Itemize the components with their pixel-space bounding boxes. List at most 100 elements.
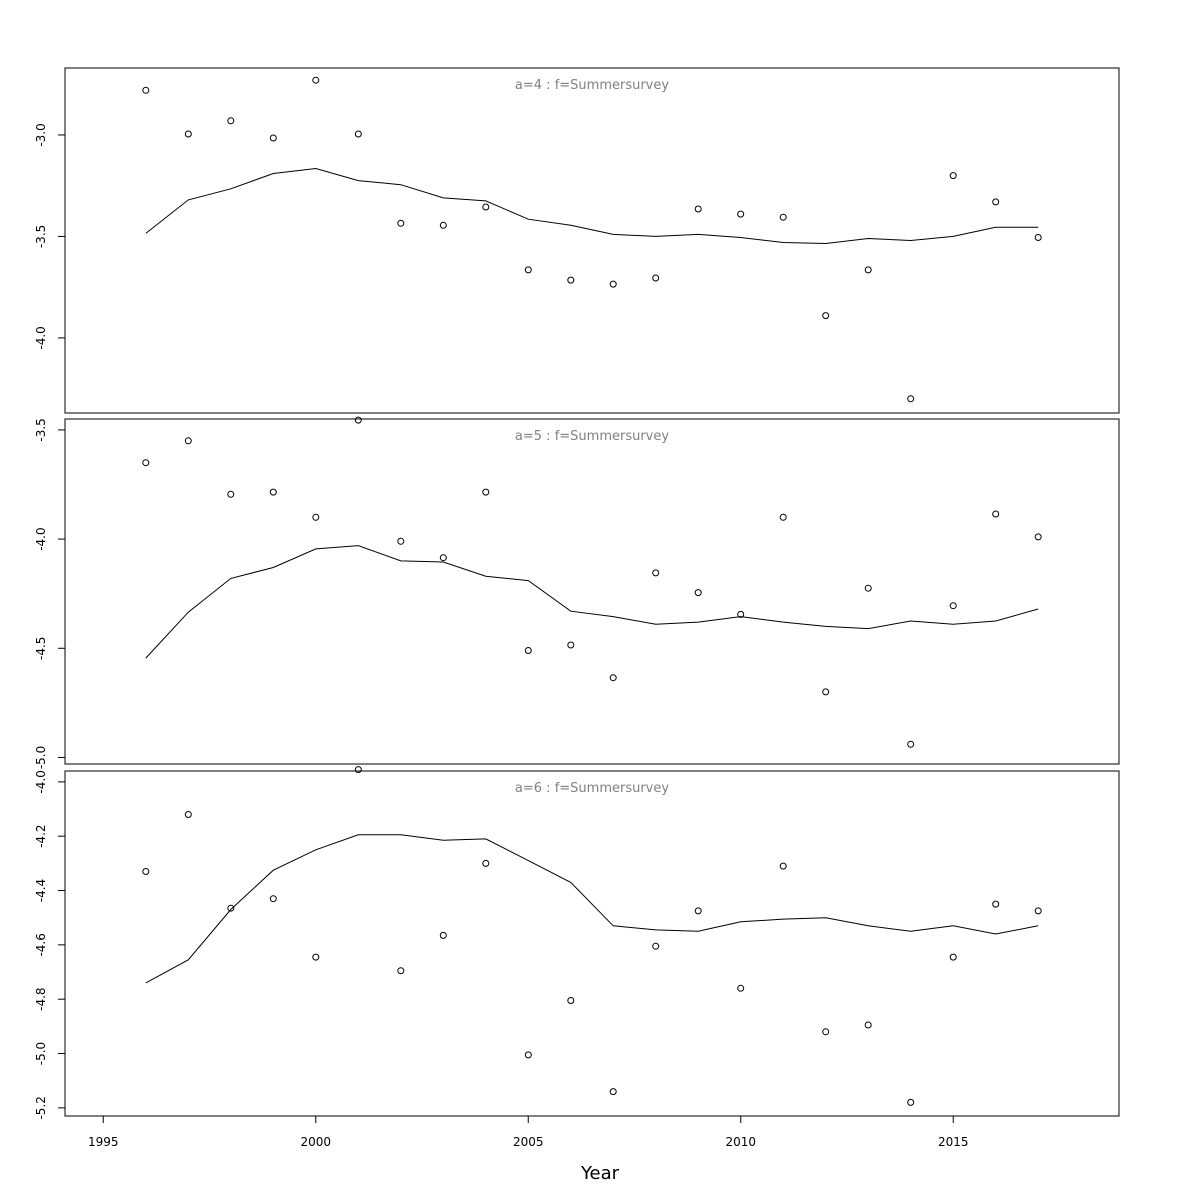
panel-title: a=4 : f=Summersurvey xyxy=(515,78,669,93)
y-tick-label: -3.5 xyxy=(34,225,48,248)
observation-point xyxy=(269,134,277,142)
observation-point xyxy=(949,602,957,610)
y-tick-label: -5.0 xyxy=(34,746,48,769)
observation-point xyxy=(269,488,277,496)
x-tick-label: 2005 xyxy=(513,1135,544,1149)
observation-point xyxy=(609,280,617,288)
y-tick-label: -4.0 xyxy=(34,770,48,793)
observation-point xyxy=(779,213,787,221)
x-axis: 1995 2000 2005 2010 2015 xyxy=(88,1115,969,1149)
observation-point xyxy=(992,510,1000,518)
y-tick-label: -4.5 xyxy=(34,637,48,660)
observation-point xyxy=(312,76,320,84)
observation-point xyxy=(694,589,702,597)
observation-point xyxy=(269,895,277,903)
observation-point xyxy=(312,953,320,961)
observation-point xyxy=(1034,907,1042,915)
x-tick-label: 2015 xyxy=(938,1135,969,1149)
observation-point xyxy=(652,274,660,282)
observation-point xyxy=(184,437,192,445)
observation-point xyxy=(397,219,405,227)
y-tick-label: -4.6 xyxy=(34,933,48,956)
y-tick-label: -4.2 xyxy=(34,824,48,847)
observation-point xyxy=(439,554,447,562)
x-axis-label: Year xyxy=(580,1163,620,1184)
observation-point xyxy=(184,811,192,818)
observation-point xyxy=(227,490,235,498)
panel-1: a=4 : f=Summersurvey -3.0 -3.5 -4.0 xyxy=(34,67,1120,414)
observation-point xyxy=(822,688,830,696)
y-tick-label: -5.0 xyxy=(34,1042,48,1065)
observation-point xyxy=(907,395,915,403)
panels-layer: a=4 : f=Summersurvey-3.0-3.5-4.0a=5 : f=… xyxy=(34,67,1120,1120)
observation-point xyxy=(907,740,915,748)
observation-point xyxy=(354,766,362,774)
observation-point xyxy=(184,130,192,138)
observation-point xyxy=(737,210,745,218)
x-tick-label: 1995 xyxy=(88,1135,119,1149)
observation-point xyxy=(524,1051,532,1059)
observation-point xyxy=(864,266,872,274)
observation-point xyxy=(737,984,745,992)
observation-point xyxy=(142,868,150,875)
observation-point xyxy=(354,416,362,424)
observation-point xyxy=(354,130,362,138)
panel-frame xyxy=(64,418,1120,765)
observation-point xyxy=(142,459,150,467)
observation-point xyxy=(567,276,575,284)
y-tick-label: -3.5 xyxy=(34,418,48,441)
observation-point xyxy=(227,904,235,912)
y-tick-label: -4.0 xyxy=(34,527,48,550)
observation-point xyxy=(227,117,235,125)
panel-3: a=6 : f=Summersurvey -4.0 -4.2 -4.4 -4.6 -4.8… xyxy=(34,766,1120,1120)
fitted-line xyxy=(145,834,1039,984)
observation-point xyxy=(482,203,490,211)
observation-point xyxy=(864,1021,872,1029)
observation-point xyxy=(779,513,787,521)
panel-frame xyxy=(64,67,1120,414)
observation-point xyxy=(992,198,1000,206)
y-tick-label: -3.0 xyxy=(34,123,48,146)
observation-point xyxy=(652,569,660,577)
fitted-line xyxy=(145,545,1039,659)
observation-point xyxy=(907,1098,915,1106)
observation-point xyxy=(482,859,490,867)
observation-point xyxy=(609,674,617,682)
observation-point xyxy=(524,266,532,274)
observation-point xyxy=(779,862,787,870)
y-tick-label: -5.2 xyxy=(34,1096,48,1119)
observation-point xyxy=(949,953,957,961)
y-tick-label: -4.8 xyxy=(34,987,48,1010)
panel-title: a=5 : f=Summersurvey xyxy=(515,429,669,444)
observation-point xyxy=(694,205,702,213)
x-tick-label: 2000 xyxy=(300,1135,331,1149)
observation-point xyxy=(397,967,405,975)
observation-point xyxy=(992,900,1000,908)
observation-point xyxy=(439,931,447,939)
observation-point xyxy=(524,647,532,654)
observation-point xyxy=(1034,533,1042,541)
panel-title: a=6 : f=Summersurvey xyxy=(515,781,669,796)
panel-2: a=5 : f=Summersurvey -3.5 -4.0 -4.5 -5.0 xyxy=(34,416,1120,769)
panel-frame xyxy=(64,770,1120,1117)
observation-point xyxy=(142,86,150,94)
x-tick-label: 2010 xyxy=(725,1135,756,1149)
observation-point xyxy=(1034,234,1042,241)
observation-point xyxy=(652,942,660,950)
observation-point xyxy=(822,312,830,320)
observation-point xyxy=(822,1028,830,1036)
observation-point xyxy=(397,537,405,545)
fitted-line xyxy=(145,167,1039,245)
observation-point xyxy=(567,641,575,649)
observation-point xyxy=(737,610,745,618)
observation-point xyxy=(609,1088,617,1096)
observation-point xyxy=(694,907,702,915)
observation-point xyxy=(864,584,872,592)
observation-point xyxy=(567,997,575,1004)
y-tick-label: -4.4 xyxy=(34,879,48,902)
observation-point xyxy=(482,488,490,496)
observation-point xyxy=(949,172,957,180)
observation-point xyxy=(439,221,447,229)
observation-point xyxy=(312,513,320,521)
